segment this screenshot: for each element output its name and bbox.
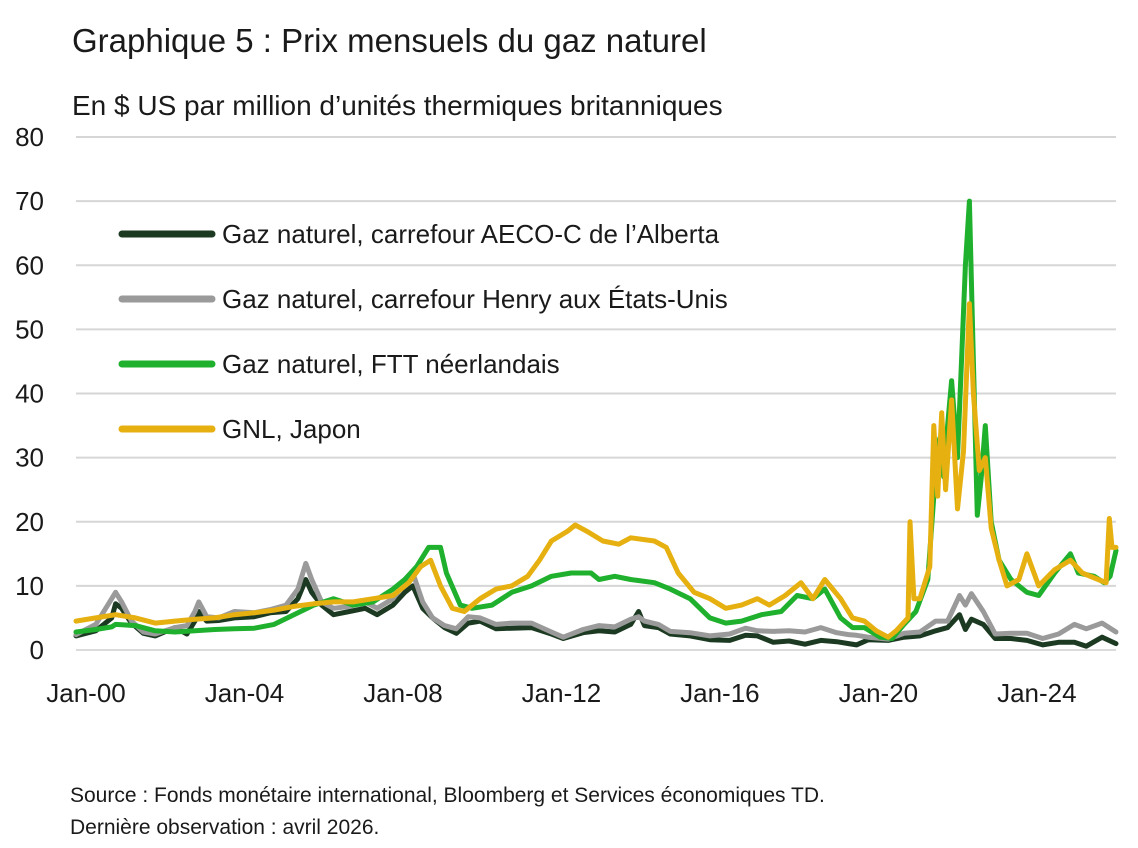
series-lines <box>73 198 1119 649</box>
gridlines <box>76 136 1116 651</box>
source-line: Source : Fonds monétaire international, … <box>70 784 825 807</box>
y-axis-tick-labels: 0 10 20 30 40 50 60 70 80 <box>15 122 44 665</box>
y-tick-label: 10 <box>15 571 44 601</box>
x-axis-tick-labels: Jan-00 Jan-04 Jan-08 Jan-12 Jan-16 Jan-20 Jan-… <box>46 678 1076 708</box>
x-tick-label: Jan-04 <box>205 678 285 708</box>
legend-label-4: GNL, Japon <box>222 414 361 444</box>
source-note: Source : Fonds monétaire international, … <box>70 780 825 844</box>
y-tick-label: 40 <box>15 379 44 409</box>
y-tick-label: 50 <box>15 314 44 344</box>
x-tick-label: Jan-00 <box>46 678 126 708</box>
x-tick-label: Jan-12 <box>522 678 602 708</box>
chart-subtitle: En $ US par million d’unités thermiques … <box>72 90 723 121</box>
y-tick-label: 60 <box>15 250 44 280</box>
y-tick-label: 70 <box>15 186 44 216</box>
y-tick-label: 0 <box>30 635 44 665</box>
y-tick-label: 80 <box>15 122 44 152</box>
legend-label-1: Gaz naturel, carrefour AECO-C de l’Alber… <box>222 219 720 249</box>
y-tick-label: 20 <box>15 507 44 537</box>
x-tick-label: Jan-20 <box>839 678 919 708</box>
legend-label-3: Gaz naturel, FTT néerlandais <box>222 349 560 379</box>
x-tick-label: Jan-16 <box>680 678 760 708</box>
x-tick-label: Jan-08 <box>363 678 443 708</box>
legend-label-2: Gaz naturel, carrefour Henry aux États-U… <box>222 284 728 314</box>
x-tick-label: Jan-24 <box>997 678 1077 708</box>
last-observation-line: Dernière observation : avril 2026. <box>70 816 380 839</box>
chart-title: Graphique 5 : Prix mensuels du gaz natur… <box>72 22 707 59</box>
series-line-4 <box>73 301 1119 640</box>
legend: Gaz naturel, carrefour AECO-C de l’Alber… <box>118 219 728 444</box>
y-tick-label: 30 <box>15 443 44 473</box>
